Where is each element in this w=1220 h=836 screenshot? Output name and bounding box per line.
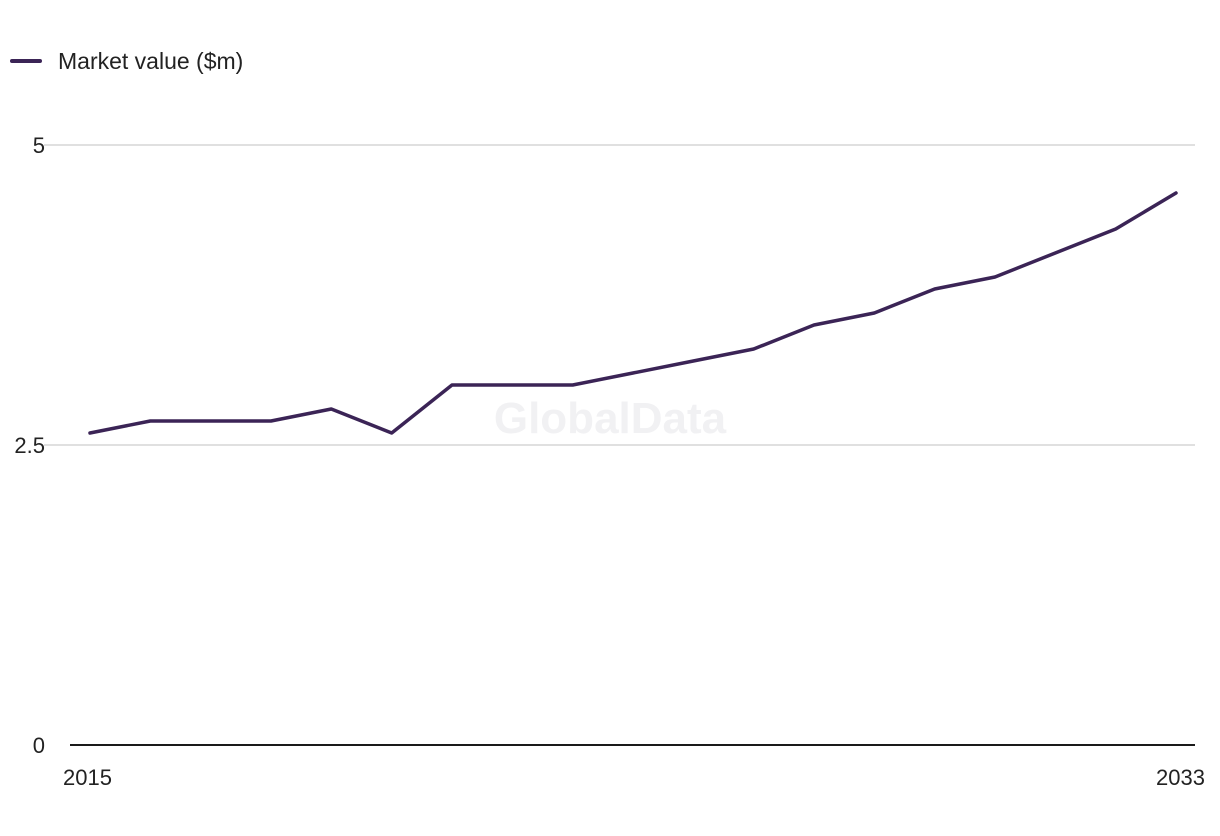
watermark: GlobalData	[494, 394, 727, 443]
legend-swatch	[10, 59, 42, 63]
y-axis-ticks: 02.55	[14, 133, 45, 758]
series-group	[88, 191, 1178, 435]
y-tick-label: 2.5	[14, 433, 45, 458]
x-axis-ticks: 2015 2033	[63, 765, 1205, 790]
legend: Market value ($m)	[10, 46, 243, 76]
gridlines	[44, 144, 1195, 446]
y-tick-label: 5	[33, 133, 45, 158]
legend-label: Market value ($m)	[58, 47, 244, 74]
series-line	[88, 191, 1178, 435]
x-tick-label: 2033	[1156, 765, 1205, 790]
y-tick-label: 0	[33, 733, 45, 758]
x-tick-label: 2015	[63, 765, 112, 790]
